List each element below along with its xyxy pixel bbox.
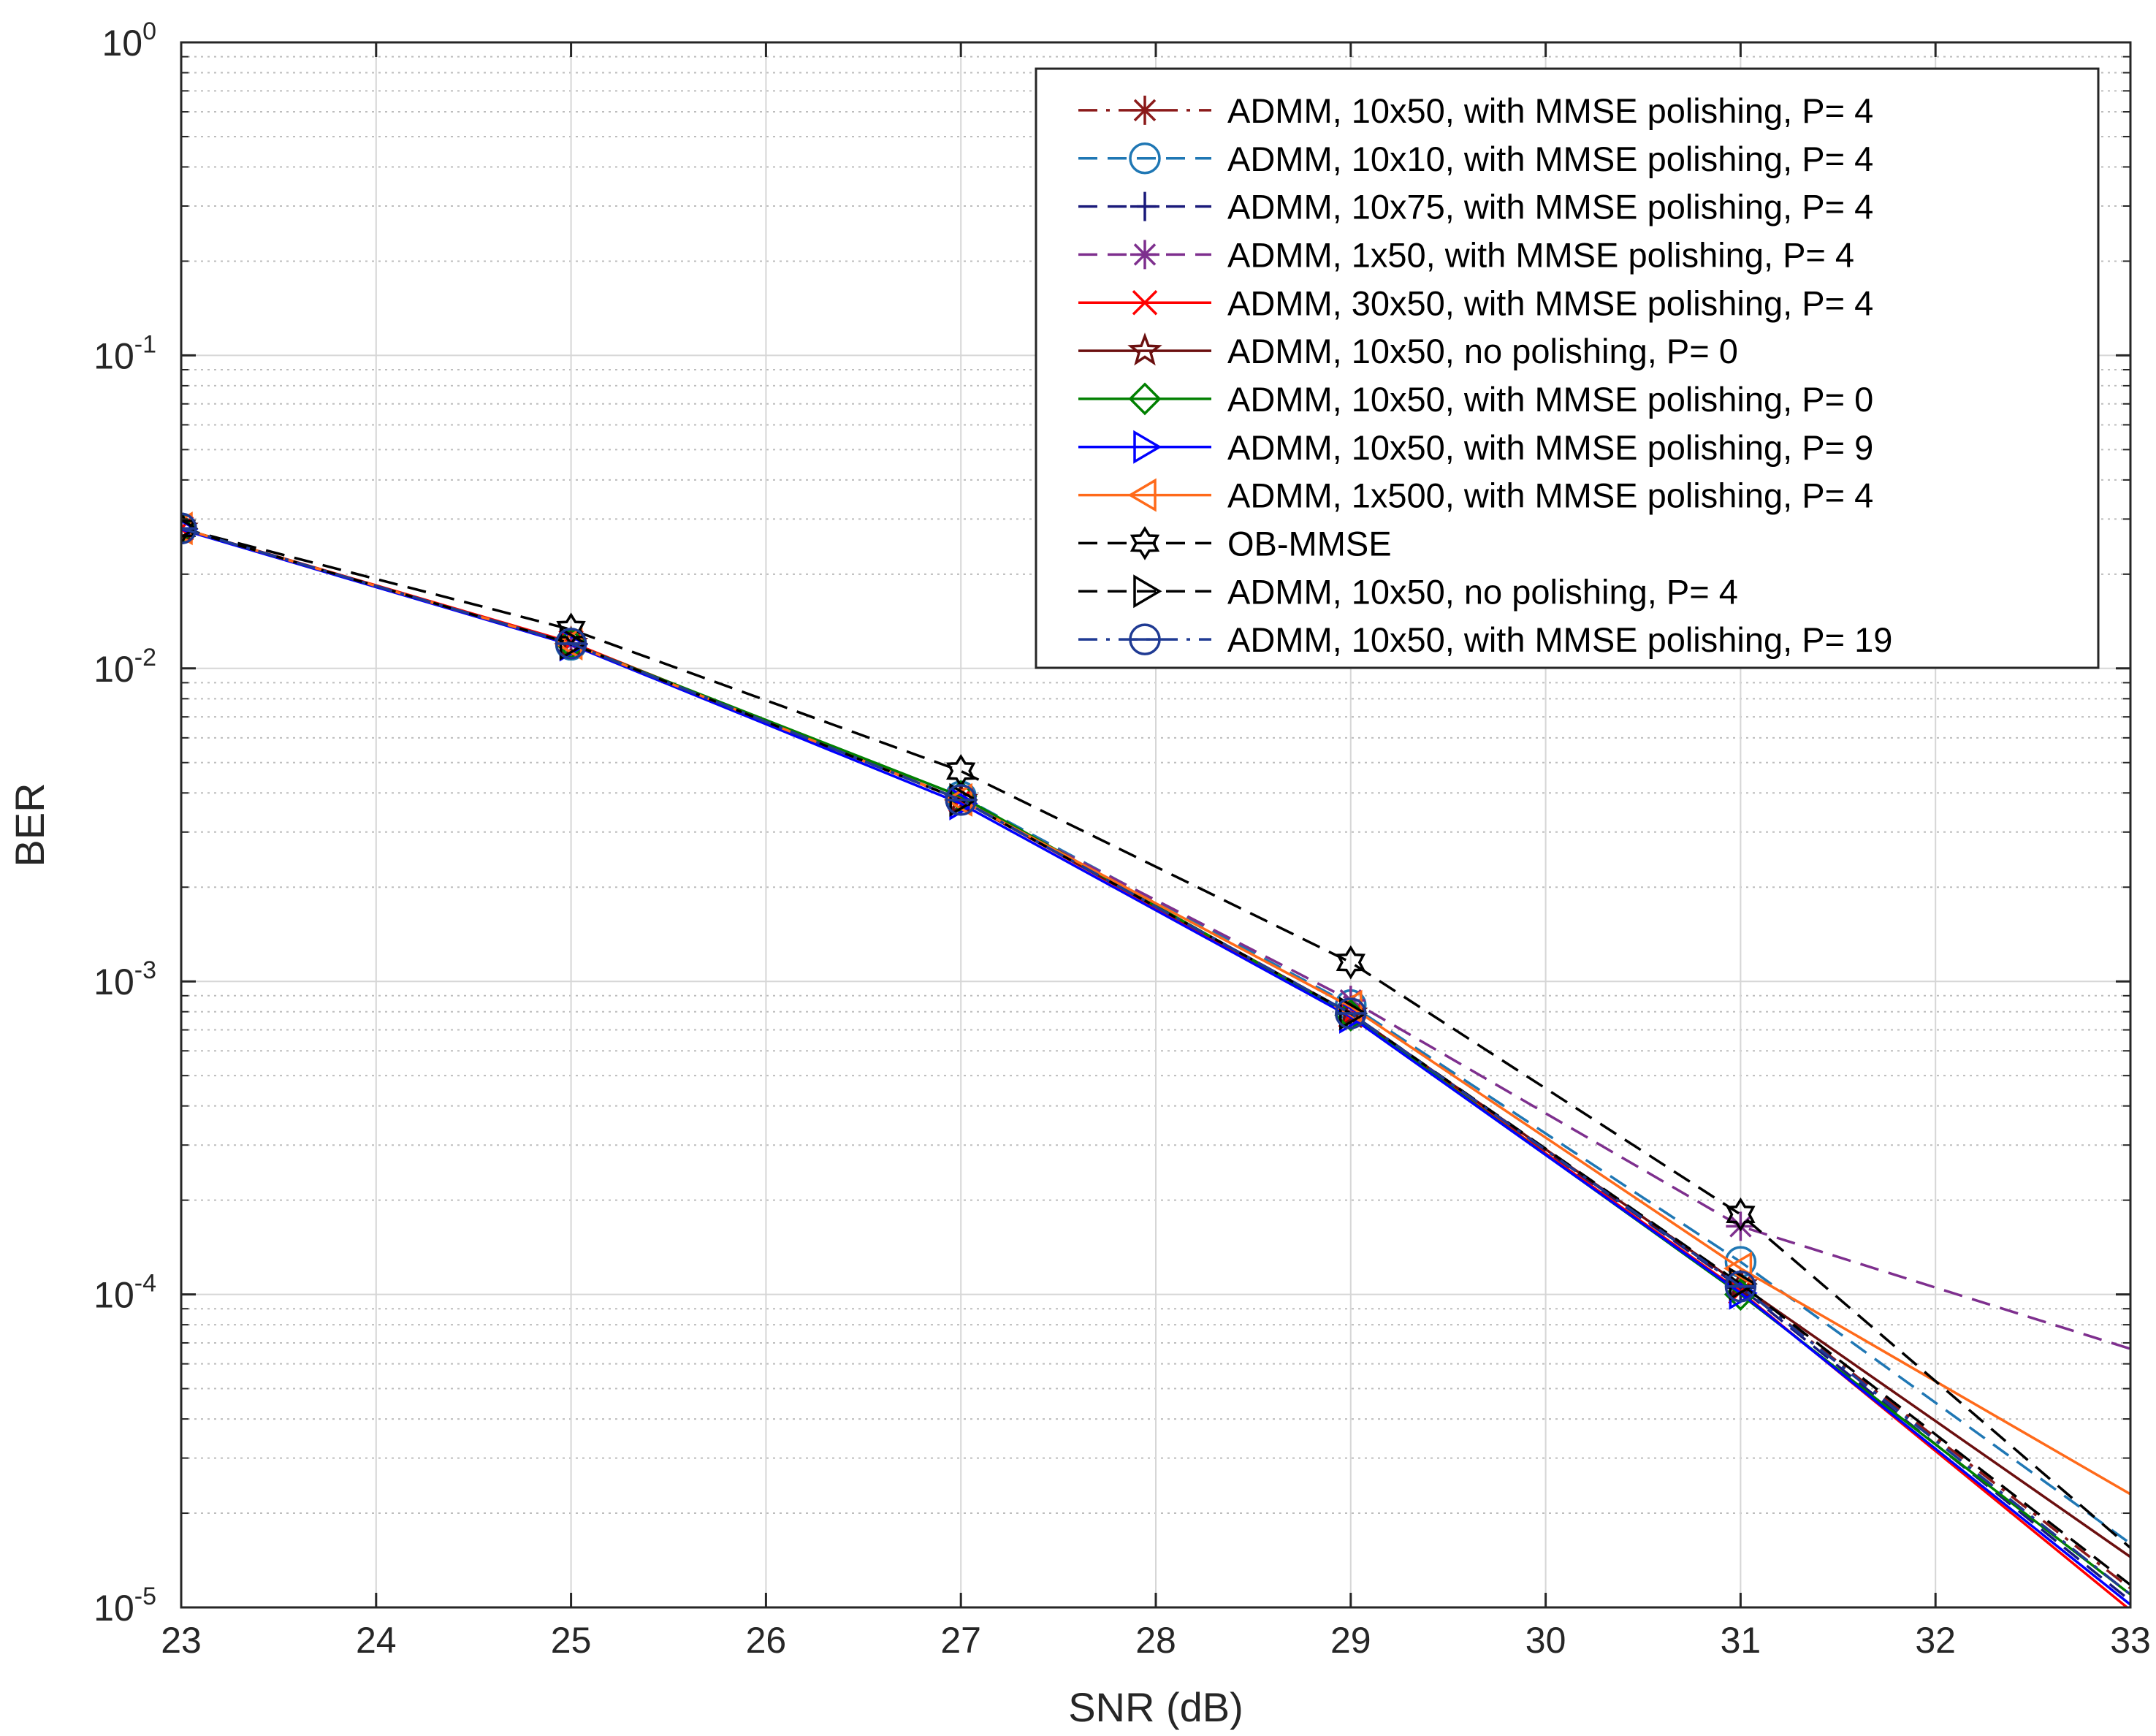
x-tick-label: 24 — [356, 1620, 397, 1661]
legend-label: ADMM, 10x50, no polishing, P= 0 — [1227, 332, 1738, 370]
x-tick-label: 23 — [161, 1620, 202, 1661]
x-tick-label: 27 — [940, 1620, 981, 1661]
series-line — [181, 527, 2130, 1596]
circle-marker — [1129, 142, 1161, 175]
legend: ADMM, 10x50, with MMSE polishing, P= 4 AD… — [1035, 67, 2100, 669]
legend-label: ADMM, 10x10, with MMSE polishing, P= 4 — [1227, 140, 1873, 178]
legend-item: ADMM, 10x50, with MMSE polishing, P= 19 — [1078, 620, 1892, 659]
triangle-right-marker — [1729, 1267, 1758, 1301]
legend-label: ADMM, 10x50, with MMSE polishing, P= 9 — [1227, 428, 1873, 467]
legend-item: ADMM, 1x50, with MMSE polishing, P= 4 — [1078, 235, 1854, 274]
legend-item: ADMM, 10x50, no polishing, P= 4 — [1078, 572, 1738, 611]
legend-label: OB-MMSE — [1227, 524, 1392, 563]
legend-item: ADMM, 10x50, with MMSE polishing, P= 4 — [1078, 91, 1873, 130]
pentagram-marker — [1127, 332, 1162, 366]
legend-label: ADMM, 30x50, with MMSE polishing, P= 4 — [1227, 283, 1873, 322]
series-layer — [181, 510, 2130, 1607]
triangle-right-marker — [1133, 430, 1162, 464]
legend-label: ADMM, 10x50, with MMSE polishing, P= 0 — [1227, 380, 1873, 419]
legend-item: OB-MMSE — [1078, 524, 1392, 563]
x-tick-label: 33 — [2110, 1620, 2151, 1661]
legend-item: ADMM, 30x50, with MMSE polishing, P= 4 — [1078, 283, 1873, 322]
legend-label: ADMM, 10x50, with MMSE polishing, P= 19 — [1227, 620, 1892, 659]
legend-item: ADMM, 10x10, with MMSE polishing, P= 4 — [1078, 140, 1873, 178]
legend-label: ADMM, 10x50, no polishing, P= 4 — [1227, 572, 1738, 611]
y-tick-labels: 100 10-1 10-2 10-3 10-4 10-5 — [94, 18, 156, 1629]
asterisk-marker — [1130, 95, 1159, 125]
legend-label: ADMM, 10x50, with MMSE polishing, P= 4 — [1227, 91, 1873, 130]
x-tick-label: 32 — [1915, 1620, 1956, 1661]
x-tick-label: 29 — [1330, 1620, 1371, 1661]
triangle-right-marker — [181, 518, 199, 539]
series-line — [181, 527, 2130, 1549]
legend-label: ADMM, 1x500, with MMSE polishing, P= 4 — [1227, 476, 1873, 515]
x-tick-label: 31 — [1721, 1620, 1761, 1661]
axis-ticks — [180, 41, 2132, 1609]
y-tick-label: 100 — [102, 18, 156, 64]
hexagram-marker — [1726, 1197, 1756, 1232]
legend-box — [1035, 67, 2100, 669]
legend-label: ADMM, 1x50, with MMSE polishing, P= 4 — [1227, 235, 1854, 274]
legend-item: ADMM, 10x50, with MMSE polishing, P= 0 — [1078, 380, 1873, 419]
diamond-marker — [1128, 382, 1162, 416]
y-tick-label: 10-2 — [94, 644, 156, 690]
series — [181, 512, 2130, 1596]
y-tick-label: 10-5 — [94, 1583, 156, 1629]
x-axis-label: SNR (dB) — [1068, 1684, 1243, 1730]
legend-item: ADMM, 10x50, with MMSE polishing, P= 9 — [1078, 428, 1873, 467]
legend-item: ADMM, 1x500, with MMSE polishing, P= 4 — [1078, 476, 1873, 515]
x-tick-label: 26 — [746, 1620, 787, 1661]
asterisk-marker — [1130, 240, 1159, 270]
y-tick-label: 10-3 — [94, 956, 156, 1002]
plus-marker — [1130, 191, 1159, 221]
x-tick-label: 28 — [1135, 1620, 1176, 1661]
legend-label: ADMM, 10x75, with MMSE polishing, P= 4 — [1227, 188, 1873, 226]
x-marker — [1132, 290, 1158, 316]
x-tick-labels: 23 24 25 26 27 28 29 30 31 32 33 — [161, 1620, 2151, 1661]
y-tick-label: 10-4 — [94, 1270, 156, 1316]
triangle-left-marker — [1127, 478, 1157, 512]
hexagram-marker — [1336, 945, 1365, 980]
triangle-left-marker — [1723, 1252, 1753, 1286]
y-axis-label: BER — [7, 783, 53, 867]
hexagram-marker — [1130, 526, 1160, 560]
x-tick-label: 30 — [1525, 1620, 1566, 1661]
triangle-right-marker — [1133, 574, 1162, 609]
y-tick-label: 10-1 — [94, 330, 156, 376]
legend-item: ADMM, 10x50, no polishing, P= 0 — [1078, 332, 1738, 370]
asterisk-marker — [1726, 1211, 1756, 1241]
legend-item: ADMM, 10x75, with MMSE polishing, P= 4 — [1078, 188, 1873, 226]
x-tick-label: 25 — [551, 1620, 592, 1661]
